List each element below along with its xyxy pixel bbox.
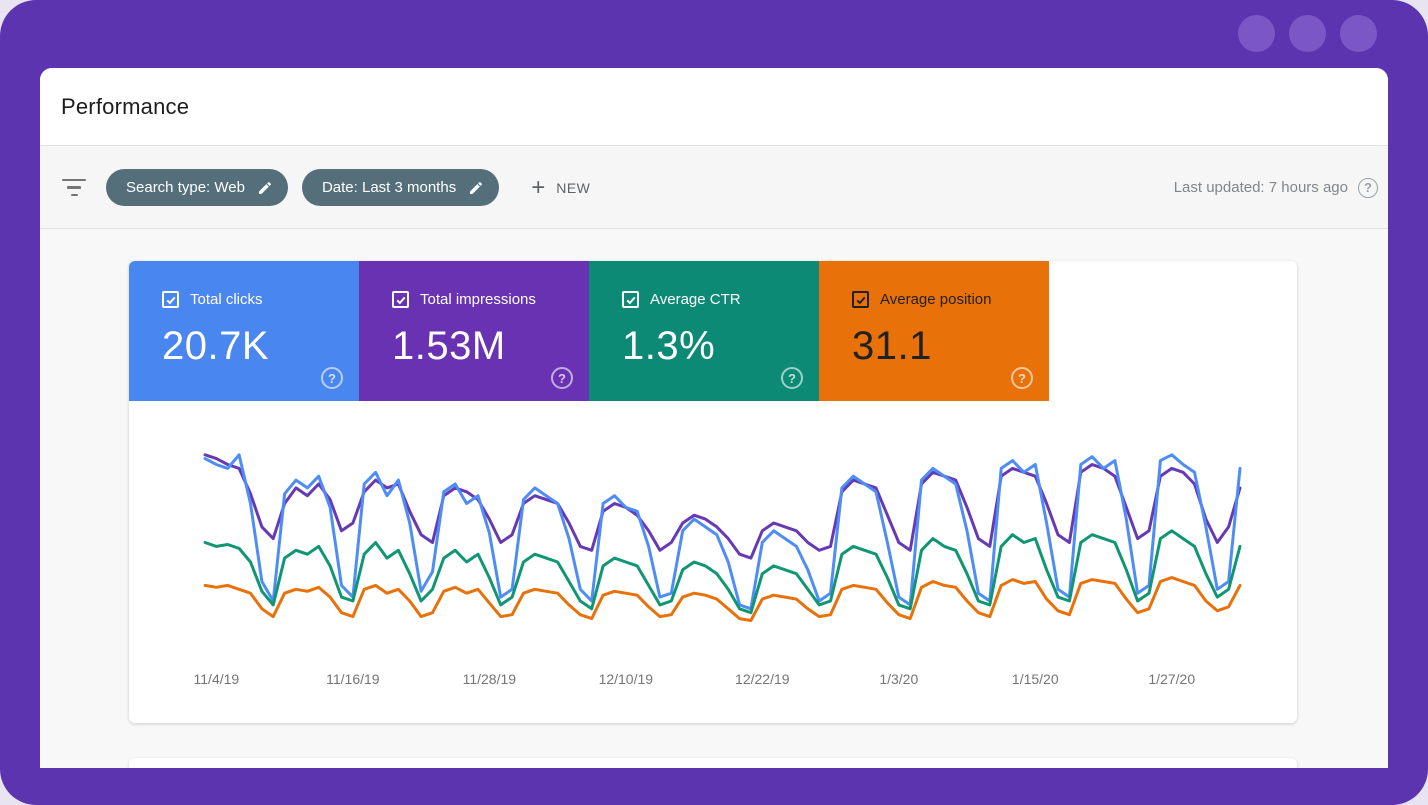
help-icon[interactable]: ? [1011,367,1033,389]
next-section-card [129,758,1297,768]
performance-chart-card: Total clicks 20.7K ? Total impressions 1… [129,261,1297,723]
metric-label: Average CTR [650,291,741,308]
date-range-chip[interactable]: Date: Last 3 months [301,169,500,206]
position-line [203,576,1242,622]
help-icon[interactable]: ? [1358,177,1378,198]
plus-icon: + [531,173,546,201]
x-axis-labels: 11/4/19 11/16/19 11/28/19 12/10/19 12/22/19 1… [129,671,1297,691]
metric-tab-average-position[interactable]: Average position 31.1 ? [819,261,1049,401]
help-icon[interactable]: ? [551,367,573,389]
x-tick-label: 11/28/19 [462,671,517,687]
window-dot [1289,15,1326,52]
date-range-chip-label: Date: Last 3 months [321,179,457,196]
checked-checkbox-icon[interactable] [622,291,639,308]
metric-value: 31.1 [852,324,932,368]
main-content: Total clicks 20.7K ? Total impressions 1… [40,230,1388,768]
filter-icon[interactable] [62,178,86,197]
help-icon[interactable]: ? [781,367,803,389]
metric-value: 20.7K [162,324,270,368]
app-panel: Performance Search type: Web Date: Last … [40,68,1388,768]
x-tick-label: 12/10/19 [598,671,654,687]
metric-value: 1.3% [622,324,716,368]
edit-pencil-icon [468,180,484,196]
filter-bar: Search type: Web Date: Last 3 months + N… [40,147,1388,229]
edit-pencil-icon [257,180,273,196]
checked-checkbox-icon[interactable] [852,291,869,308]
search-type-chip[interactable]: Search type: Web [106,169,288,206]
window-dot [1340,15,1377,52]
x-tick-label: 11/16/19 [326,671,380,687]
new-filter-label: NEW [556,179,591,196]
clicks-line [203,453,1242,611]
new-filter-button[interactable]: + NEW [531,173,591,201]
x-tick-label: 11/4/19 [193,671,240,687]
x-tick-label: 1/27/20 [1148,671,1196,687]
checked-checkbox-icon[interactable] [392,291,409,308]
metric-label: Total clicks [190,291,263,308]
metric-tab-total-clicks[interactable]: Total clicks 20.7K ? [129,261,359,401]
x-tick-label: 1/3/20 [879,671,919,687]
performance-line-chart[interactable] [203,445,1242,640]
x-tick-label: 12/22/19 [735,671,790,687]
metric-tab-total-impressions[interactable]: Total impressions 1.53M ? [359,261,589,401]
metric-label: Average position [880,291,992,308]
checked-checkbox-icon[interactable] [162,291,179,308]
metric-tab-average-ctr[interactable]: Average CTR 1.3% ? [589,261,819,401]
last-updated-text: Last updated: 7 hours ago [1173,179,1348,196]
metric-value: 1.53M [392,324,506,368]
help-icon[interactable]: ? [321,367,343,389]
page-header: Performance [40,68,1388,146]
window-dots [1238,15,1377,52]
page-title: Performance [61,93,190,119]
x-tick-label: 1/15/20 [1011,671,1059,687]
metric-label: Total impressions [420,291,536,308]
window-dot [1238,15,1275,52]
search-type-chip-label: Search type: Web [126,179,245,196]
impressions-line [203,453,1242,560]
metric-tabs: Total clicks 20.7K ? Total impressions 1… [129,261,1297,401]
last-updated: Last updated: 7 hours ago ? [1173,177,1378,198]
ctr-line [203,529,1242,615]
